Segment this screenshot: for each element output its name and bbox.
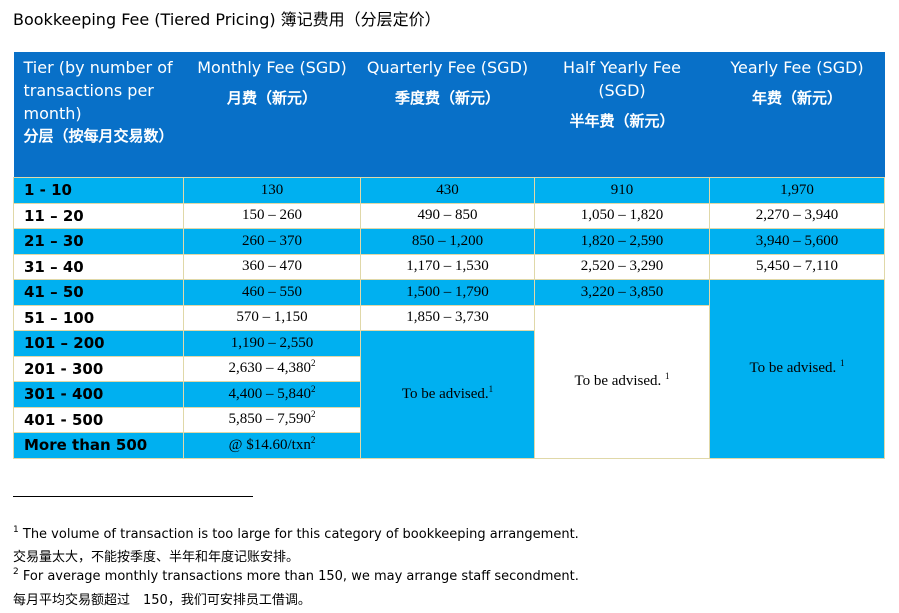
tier-cell: More than 500 (13, 432, 184, 459)
header-en: Yearly Fee (SGD) (730, 58, 864, 77)
cell-text: 4,400 – 5,840 (228, 385, 312, 402)
fee-cell: 4,400 – 5,8402 (183, 381, 361, 408)
header-cell: Monthly Fee (SGD) 月费（新元） (183, 52, 361, 178)
note-mark: 1 (13, 525, 19, 535)
fee-cell: 1,170 – 1,530 (360, 253, 535, 280)
tier-cell: 51 – 100 (13, 304, 184, 331)
cell-text: To be advised. (401, 385, 489, 402)
fee-cell: 3,940 – 5,600 (709, 228, 885, 255)
fee-cell: 1,190 – 2,550 (183, 330, 361, 357)
fee-cell: 850 – 1,200 (360, 228, 535, 255)
tier-cell: 1 - 10 (13, 177, 184, 204)
header-en: Monthly Fee (SGD) (197, 58, 347, 77)
fee-cell: 430 (360, 177, 535, 204)
fee-cell: 150 – 260 (183, 202, 361, 229)
header-en: Quarterly Fee (SGD) (366, 58, 529, 77)
fee-cell: 910 (534, 177, 710, 204)
header-en: Half Yearly Fee (SGD) (563, 58, 681, 100)
note-mark: 2 (311, 409, 316, 420)
footnote-en: 1 The volume of transaction is too large… (13, 525, 579, 543)
tier-cell: 201 - 300 (13, 355, 184, 382)
cell-text: @ $14.60/txn (228, 436, 311, 453)
fee-cell: 2,630 – 4,3802 (183, 355, 361, 382)
fee-cell: 1,850 – 3,730 (360, 304, 535, 331)
fee-cell: 1,970 (709, 177, 885, 204)
tier-cell: 101 – 200 (13, 330, 184, 357)
header-zh: 季度费（新元） (394, 89, 500, 107)
footnote-text: For average monthly transactions more th… (22, 569, 579, 584)
header-zh: 年费（新元） (751, 89, 842, 107)
fee-cell: 3,220 – 3,850 (534, 279, 710, 306)
row: 11 – 20 150 – 260 490 – 850 1,050 – 1,82… (13, 202, 885, 229)
header-cell: Half Yearly Fee (SGD) 半年费（新元） (534, 52, 710, 178)
header-row: Tier (by number of transactions per mont… (13, 52, 885, 178)
header-zh: 分层（按每月交易数） (23, 127, 174, 145)
fee-cell: To be advised. 1 (709, 279, 885, 459)
note-mark: 1 (488, 383, 494, 394)
header-cell: Quarterly Fee (SGD) 季度费（新元） (360, 52, 535, 178)
tier-cell: 21 – 30 (13, 228, 184, 255)
fee-cell: 360 – 470 (183, 253, 361, 280)
footnote-text: The volume of transaction is too large f… (22, 527, 579, 542)
row: 51 – 100 570 – 1,150 1,850 – 3,730 To be… (13, 304, 885, 459)
fee-cell: 490 – 850 (360, 202, 535, 229)
note-mark: 2 (311, 383, 316, 394)
tier-cell: 401 - 500 (13, 406, 184, 433)
fee-cell: 260 – 370 (183, 228, 361, 255)
note-mark: 2 (311, 358, 316, 369)
tier-cell: 41 – 50 (13, 279, 184, 306)
note-mark: 2 (310, 434, 316, 445)
fee-cell: @ $14.60/txn2 (183, 432, 361, 459)
footnote-zh: 每月平均交易额超过 150，我们可安排员工借调。 (13, 593, 311, 608)
fee-cell: 1,500 – 1,790 (360, 279, 535, 306)
fee-table: Tier (by number of transactions per mont… (13, 52, 885, 459)
fee-cell: To be advised.1 (360, 330, 535, 459)
footnote-en: 2 For average monthly transactions more … (13, 567, 579, 585)
header-cell: Tier (by number of transactions per mont… (13, 52, 184, 178)
note-mark: 2 (13, 567, 19, 577)
fee-cell: 1,820 – 2,590 (534, 228, 710, 255)
row: 21 – 30 260 – 370 850 – 1,200 1,820 – 2,… (13, 228, 885, 255)
note-mark: 1 (840, 358, 845, 369)
tier-cell: 11 – 20 (13, 202, 184, 229)
cell-text: To be advised. (749, 360, 837, 377)
tier-cell: 31 – 40 (13, 253, 184, 280)
note-mark: 1 (665, 371, 670, 381)
fee-cell: 5,850 – 7,5902 (183, 406, 361, 433)
row: 41 – 50 460 – 550 1,500 – 1,790 3,220 – … (13, 279, 885, 459)
fee-cell: 1,050 – 1,820 (534, 202, 710, 229)
fee-cell: To be advised. 1 (534, 304, 710, 459)
fee-cell: 2,270 – 3,940 (709, 202, 885, 229)
tier-cell: 301 - 400 (13, 381, 184, 408)
cell-text: 5,850 – 7,590 (228, 411, 312, 428)
header-zh: 月费（新元） (226, 89, 317, 107)
header-cell: Yearly Fee (SGD) 年费（新元） (709, 52, 885, 178)
fee-cell: 5,450 – 7,110 (709, 253, 885, 280)
title: Bookkeeping Fee (Tiered Pricing) 簿记费用（分层… (13, 10, 441, 29)
cell-text: 2,630 – 4,380 (228, 360, 312, 377)
header-en: Tier (by number of transactions per mont… (23, 58, 173, 123)
fee-cell: 460 – 550 (183, 279, 361, 306)
fee-cell: 130 (183, 177, 361, 204)
footnote-rule (13, 496, 253, 497)
header-zh: 半年费（新元） (569, 112, 675, 130)
fee-cell: 2,520 – 3,290 (534, 253, 710, 280)
footnote-zh: 交易量太大，不能按季度、半年和年度记账安排。 (13, 550, 300, 565)
cell-text: To be advised. (574, 373, 662, 389)
row: 1 - 10 130 430 910 1,970 (13, 177, 885, 204)
fee-cell: 570 – 1,150 (183, 304, 361, 331)
row: 31 – 40 360 – 470 1,170 – 1,530 2,520 – … (13, 253, 885, 280)
